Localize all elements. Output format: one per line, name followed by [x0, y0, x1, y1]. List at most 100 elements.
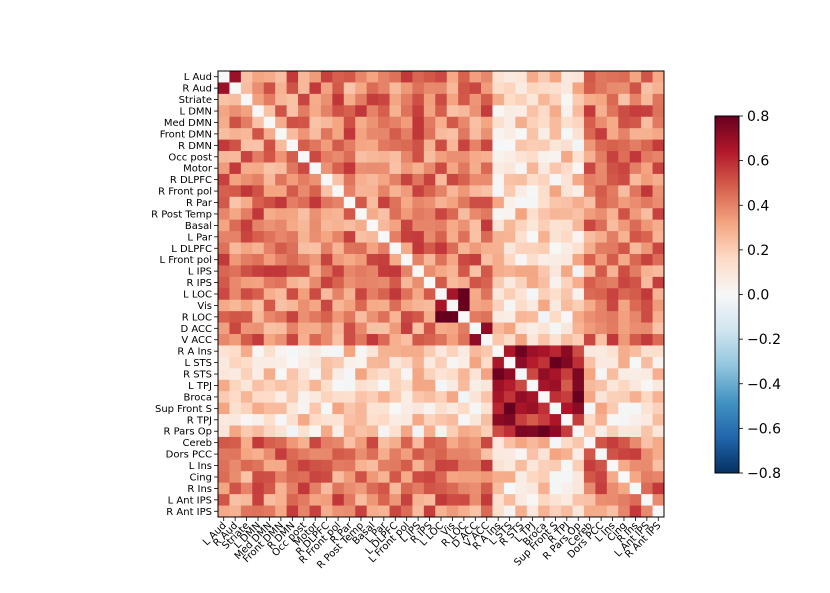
heatmap-cell — [240, 505, 253, 518]
heatmap-cell — [400, 71, 413, 83]
y-tick-label: L Ins — [189, 461, 212, 472]
heatmap-cell — [526, 288, 539, 301]
heatmap-cell — [595, 356, 608, 369]
heatmap-cell — [515, 276, 528, 289]
heatmap-cell — [412, 253, 425, 266]
heatmap-cell — [652, 82, 665, 95]
heatmap-cell — [355, 208, 368, 221]
heatmap-cell — [515, 414, 528, 427]
heatmap-cell — [412, 334, 425, 346]
heatmap-cell — [503, 322, 516, 335]
heatmap-cell — [641, 288, 654, 301]
heatmap-cell — [481, 368, 493, 381]
heatmap-cell — [275, 356, 288, 369]
heatmap-cell — [538, 265, 551, 278]
heatmap-cell — [629, 242, 642, 255]
heatmap-cell — [229, 505, 242, 518]
heatmap-cell — [526, 356, 539, 369]
heatmap-cell — [469, 105, 482, 118]
heatmap-cell — [458, 208, 471, 221]
heatmap-cell — [572, 128, 585, 141]
heatmap-cell — [595, 93, 608, 106]
heatmap-cell — [389, 505, 402, 518]
heatmap-cell — [446, 311, 459, 324]
heatmap-cell — [435, 459, 448, 472]
heatmap-cell — [240, 379, 253, 392]
heatmap-cell — [298, 494, 310, 507]
heatmap-cell — [366, 345, 379, 358]
heatmap-cell — [309, 368, 322, 381]
heatmap-cell — [446, 345, 459, 358]
heatmap-cell — [252, 265, 265, 278]
heatmap-cell — [629, 71, 642, 83]
heatmap-cell — [561, 219, 574, 232]
heatmap-cell — [641, 276, 654, 289]
heatmap-cell — [275, 482, 288, 495]
heatmap-cell — [366, 322, 379, 335]
heatmap-cell — [412, 139, 425, 152]
heatmap-cell — [412, 231, 425, 244]
heatmap-cell — [538, 93, 551, 106]
heatmap-cell — [606, 139, 619, 152]
heatmap-cell — [629, 105, 642, 118]
heatmap-cell — [298, 345, 310, 358]
heatmap-cell — [538, 414, 551, 427]
heatmap-cell — [309, 414, 322, 427]
heatmap-cell — [538, 116, 551, 129]
heatmap-cell — [355, 71, 368, 83]
heatmap-cell — [492, 471, 505, 484]
heatmap-cell — [481, 414, 493, 427]
heatmap-cell — [400, 219, 413, 232]
heatmap-cell — [435, 219, 448, 232]
heatmap-cell — [572, 436, 585, 449]
heatmap-cell — [343, 116, 356, 129]
heatmap-cell — [503, 93, 516, 106]
heatmap-cell — [629, 253, 642, 266]
heatmap-cell — [240, 448, 253, 461]
heatmap-cell — [286, 288, 299, 301]
heatmap-cell — [229, 482, 242, 495]
heatmap-cell — [412, 288, 425, 301]
heatmap-cell — [263, 494, 276, 507]
heatmap-cell — [389, 494, 402, 507]
heatmap-cell — [252, 414, 265, 427]
heatmap-cell — [549, 265, 562, 278]
heatmap-cell — [275, 196, 288, 209]
heatmap-cell — [286, 208, 299, 221]
heatmap-cell — [412, 425, 425, 438]
heatmap-cell — [355, 105, 368, 118]
heatmap-cell — [343, 219, 356, 232]
heatmap-cell — [538, 425, 551, 438]
heatmap-cell — [309, 105, 322, 118]
heatmap-cell — [526, 253, 539, 266]
heatmap-cell — [320, 368, 333, 381]
heatmap-cell — [423, 185, 436, 198]
heatmap-cell — [446, 471, 459, 484]
heatmap-cell — [572, 334, 585, 346]
heatmap-cell — [412, 242, 425, 255]
heatmap-cell — [435, 505, 448, 518]
heatmap-cell — [458, 162, 471, 175]
heatmap-cell — [218, 311, 230, 324]
heatmap-cell — [320, 391, 333, 404]
heatmap-cell — [412, 391, 425, 404]
heatmap-cell — [366, 116, 379, 129]
heatmap-cell — [526, 414, 539, 427]
y-tick-label: L STS — [184, 358, 212, 369]
heatmap-cell — [366, 276, 379, 289]
heatmap-cell — [389, 299, 402, 312]
heatmap-cell — [320, 471, 333, 484]
heatmap-cell — [378, 71, 391, 83]
heatmap-cell — [561, 459, 574, 472]
heatmap-cell — [366, 162, 379, 175]
heatmap-cell — [595, 276, 608, 289]
heatmap-cell — [549, 311, 562, 324]
heatmap-cell — [549, 151, 562, 163]
heatmap-cell — [446, 276, 459, 289]
heatmap-cell — [286, 128, 299, 141]
heatmap-cell — [229, 448, 242, 461]
heatmap-cell — [469, 471, 482, 484]
heatmap-cell — [423, 356, 436, 369]
heatmap-cell — [481, 82, 493, 95]
heatmap-cell — [652, 288, 665, 301]
